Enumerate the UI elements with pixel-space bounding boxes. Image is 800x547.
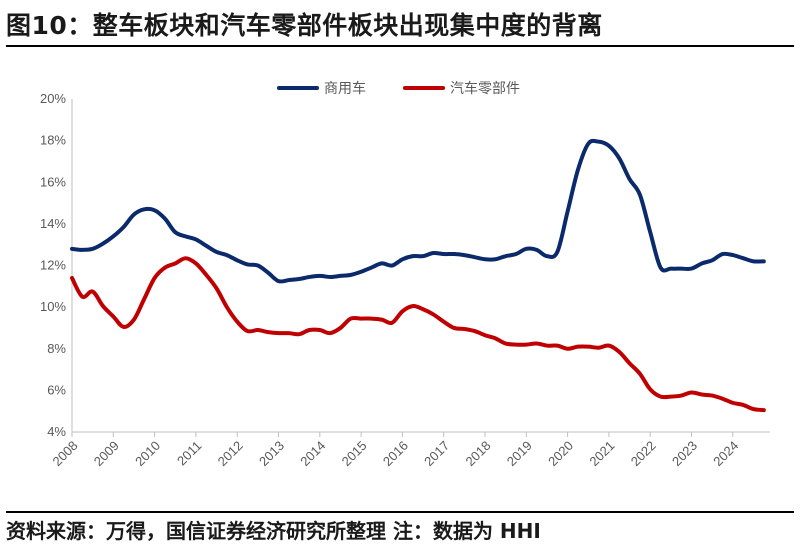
y-tick-label: 18% [40,133,66,148]
legend-label-0: 商用车 [324,80,366,97]
x-tick-label: 2010 [132,438,163,469]
x-tick-label: 2015 [339,438,370,469]
x-tick-label: 2008 [49,438,80,469]
x-tick-label: 2012 [215,438,246,469]
x-axis: 2008 2009 2010 2011 2012 2013 2014 2015 2016 2017… [49,431,770,469]
line-chart: 20% 18% 16% 14% 12% 10% 8% 6% 4% 2008 2009 2010 201… [40,80,770,469]
x-tick-label: 2019 [504,438,535,469]
legend: 商用车 汽车零部件 [277,80,520,97]
y-tick-label: 8% [47,341,66,356]
x-tick-label: 2023 [669,438,700,469]
x-tick-label: 2022 [628,438,659,469]
y-tick-label: 4% [47,424,66,439]
x-tick-label: 2011 [174,438,204,468]
source-rule [6,511,794,513]
legend-label-1: 汽车零部件 [450,80,520,97]
source-note: 资料来源：万得，国信证券经济研究所整理 注：数据为 HHI [6,519,541,543]
x-tick-label: 2024 [710,438,741,469]
y-tick-label: 14% [40,216,66,231]
chart-title: 图10：整车板块和汽车零部件板块出现集中度的背离 [6,11,603,40]
y-tick-label: 16% [40,174,66,189]
x-tick-label: 2013 [256,438,287,469]
x-tick-label: 2018 [463,438,494,469]
x-tick-label: 2017 [421,438,452,469]
series-line-1 [70,256,766,413]
x-tick-label: 2021 [586,438,617,469]
y-tick-label: 20% [40,91,66,106]
title-underline [6,45,794,47]
y-tick-label: 10% [40,299,66,314]
y-tick-label: 12% [40,258,66,273]
x-tick-label: 2016 [380,438,411,469]
series-line-0 [70,138,766,284]
y-tick-label: 6% [47,382,66,397]
x-tick-label: 2009 [91,438,122,469]
x-tick-label: 2014 [297,438,328,469]
x-tick-label: 2020 [545,438,576,469]
series-lines [70,138,766,413]
y-axis: 20% 18% 16% 14% 12% 10% 8% 6% 4% [40,91,73,439]
